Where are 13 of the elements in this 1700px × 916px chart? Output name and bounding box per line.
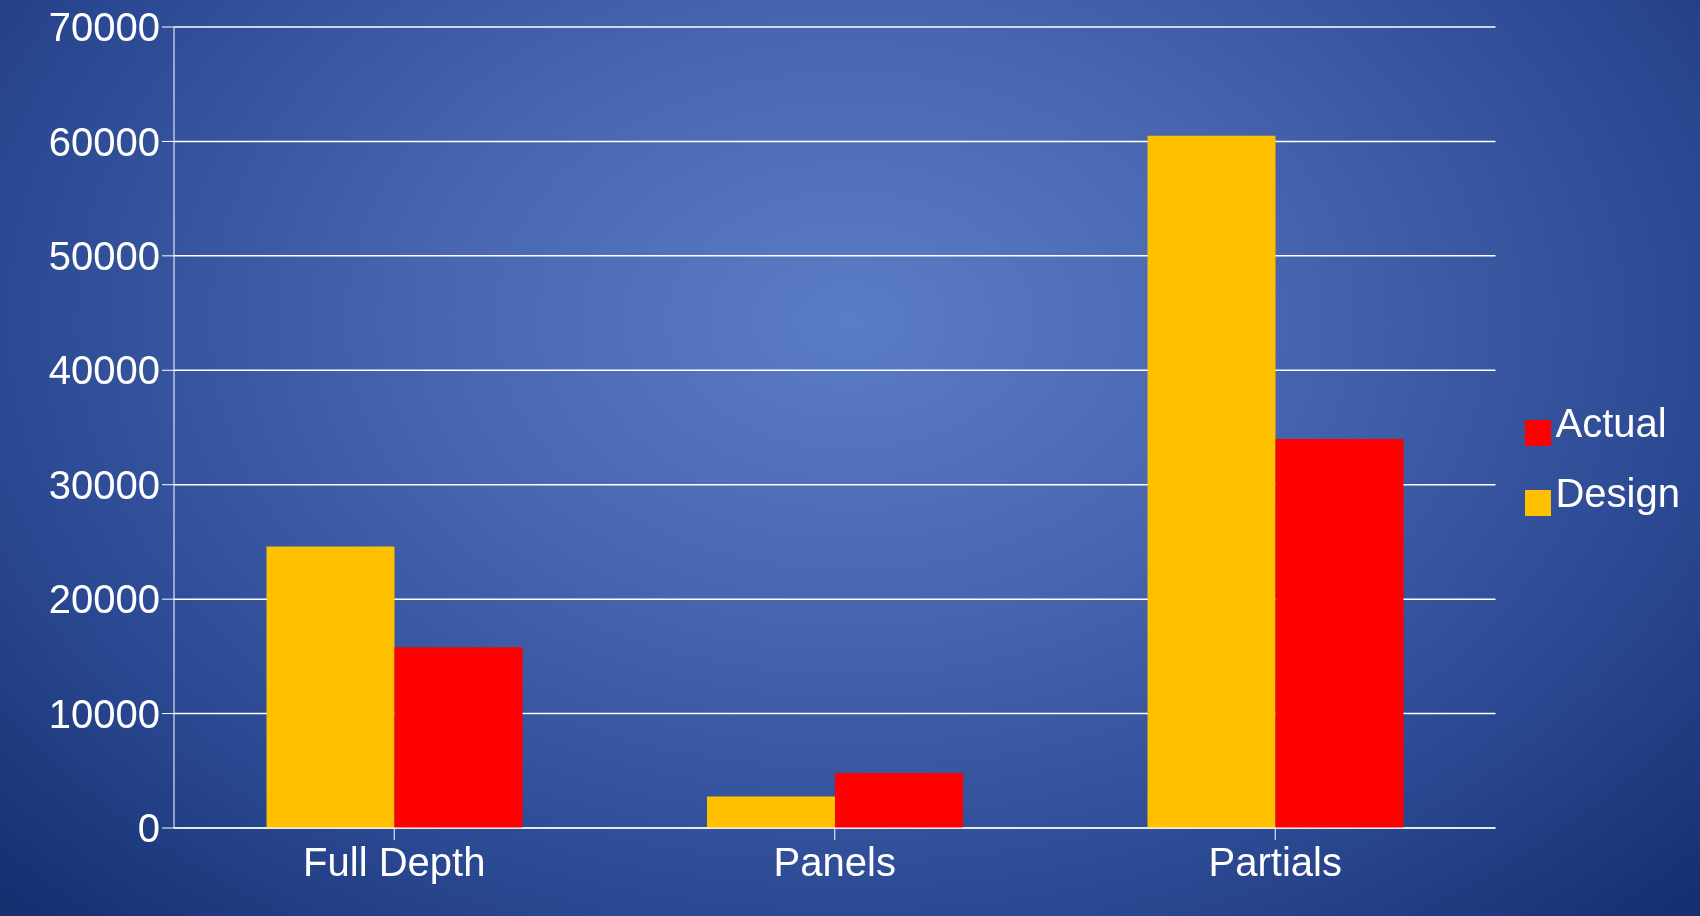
- y-tick-label: 70000: [48, 5, 160, 50]
- legend-label: Design: [1555, 471, 1680, 515]
- y-tick-label: 50000: [48, 234, 160, 279]
- x-tick-label: Full Depth: [303, 840, 486, 885]
- y-tick-label: 60000: [48, 119, 160, 164]
- y-tick-label: 0: [137, 806, 160, 851]
- y-tick-label: 10000: [48, 691, 160, 736]
- x-tick-label: Panels: [773, 840, 896, 885]
- y-tick-label: 30000: [48, 462, 160, 507]
- y-tick-label: 20000: [48, 577, 160, 622]
- legend-label: Actual: [1555, 401, 1667, 445]
- y-tick-label: 40000: [48, 348, 160, 393]
- x-tick-label: Partials: [1208, 840, 1342, 885]
